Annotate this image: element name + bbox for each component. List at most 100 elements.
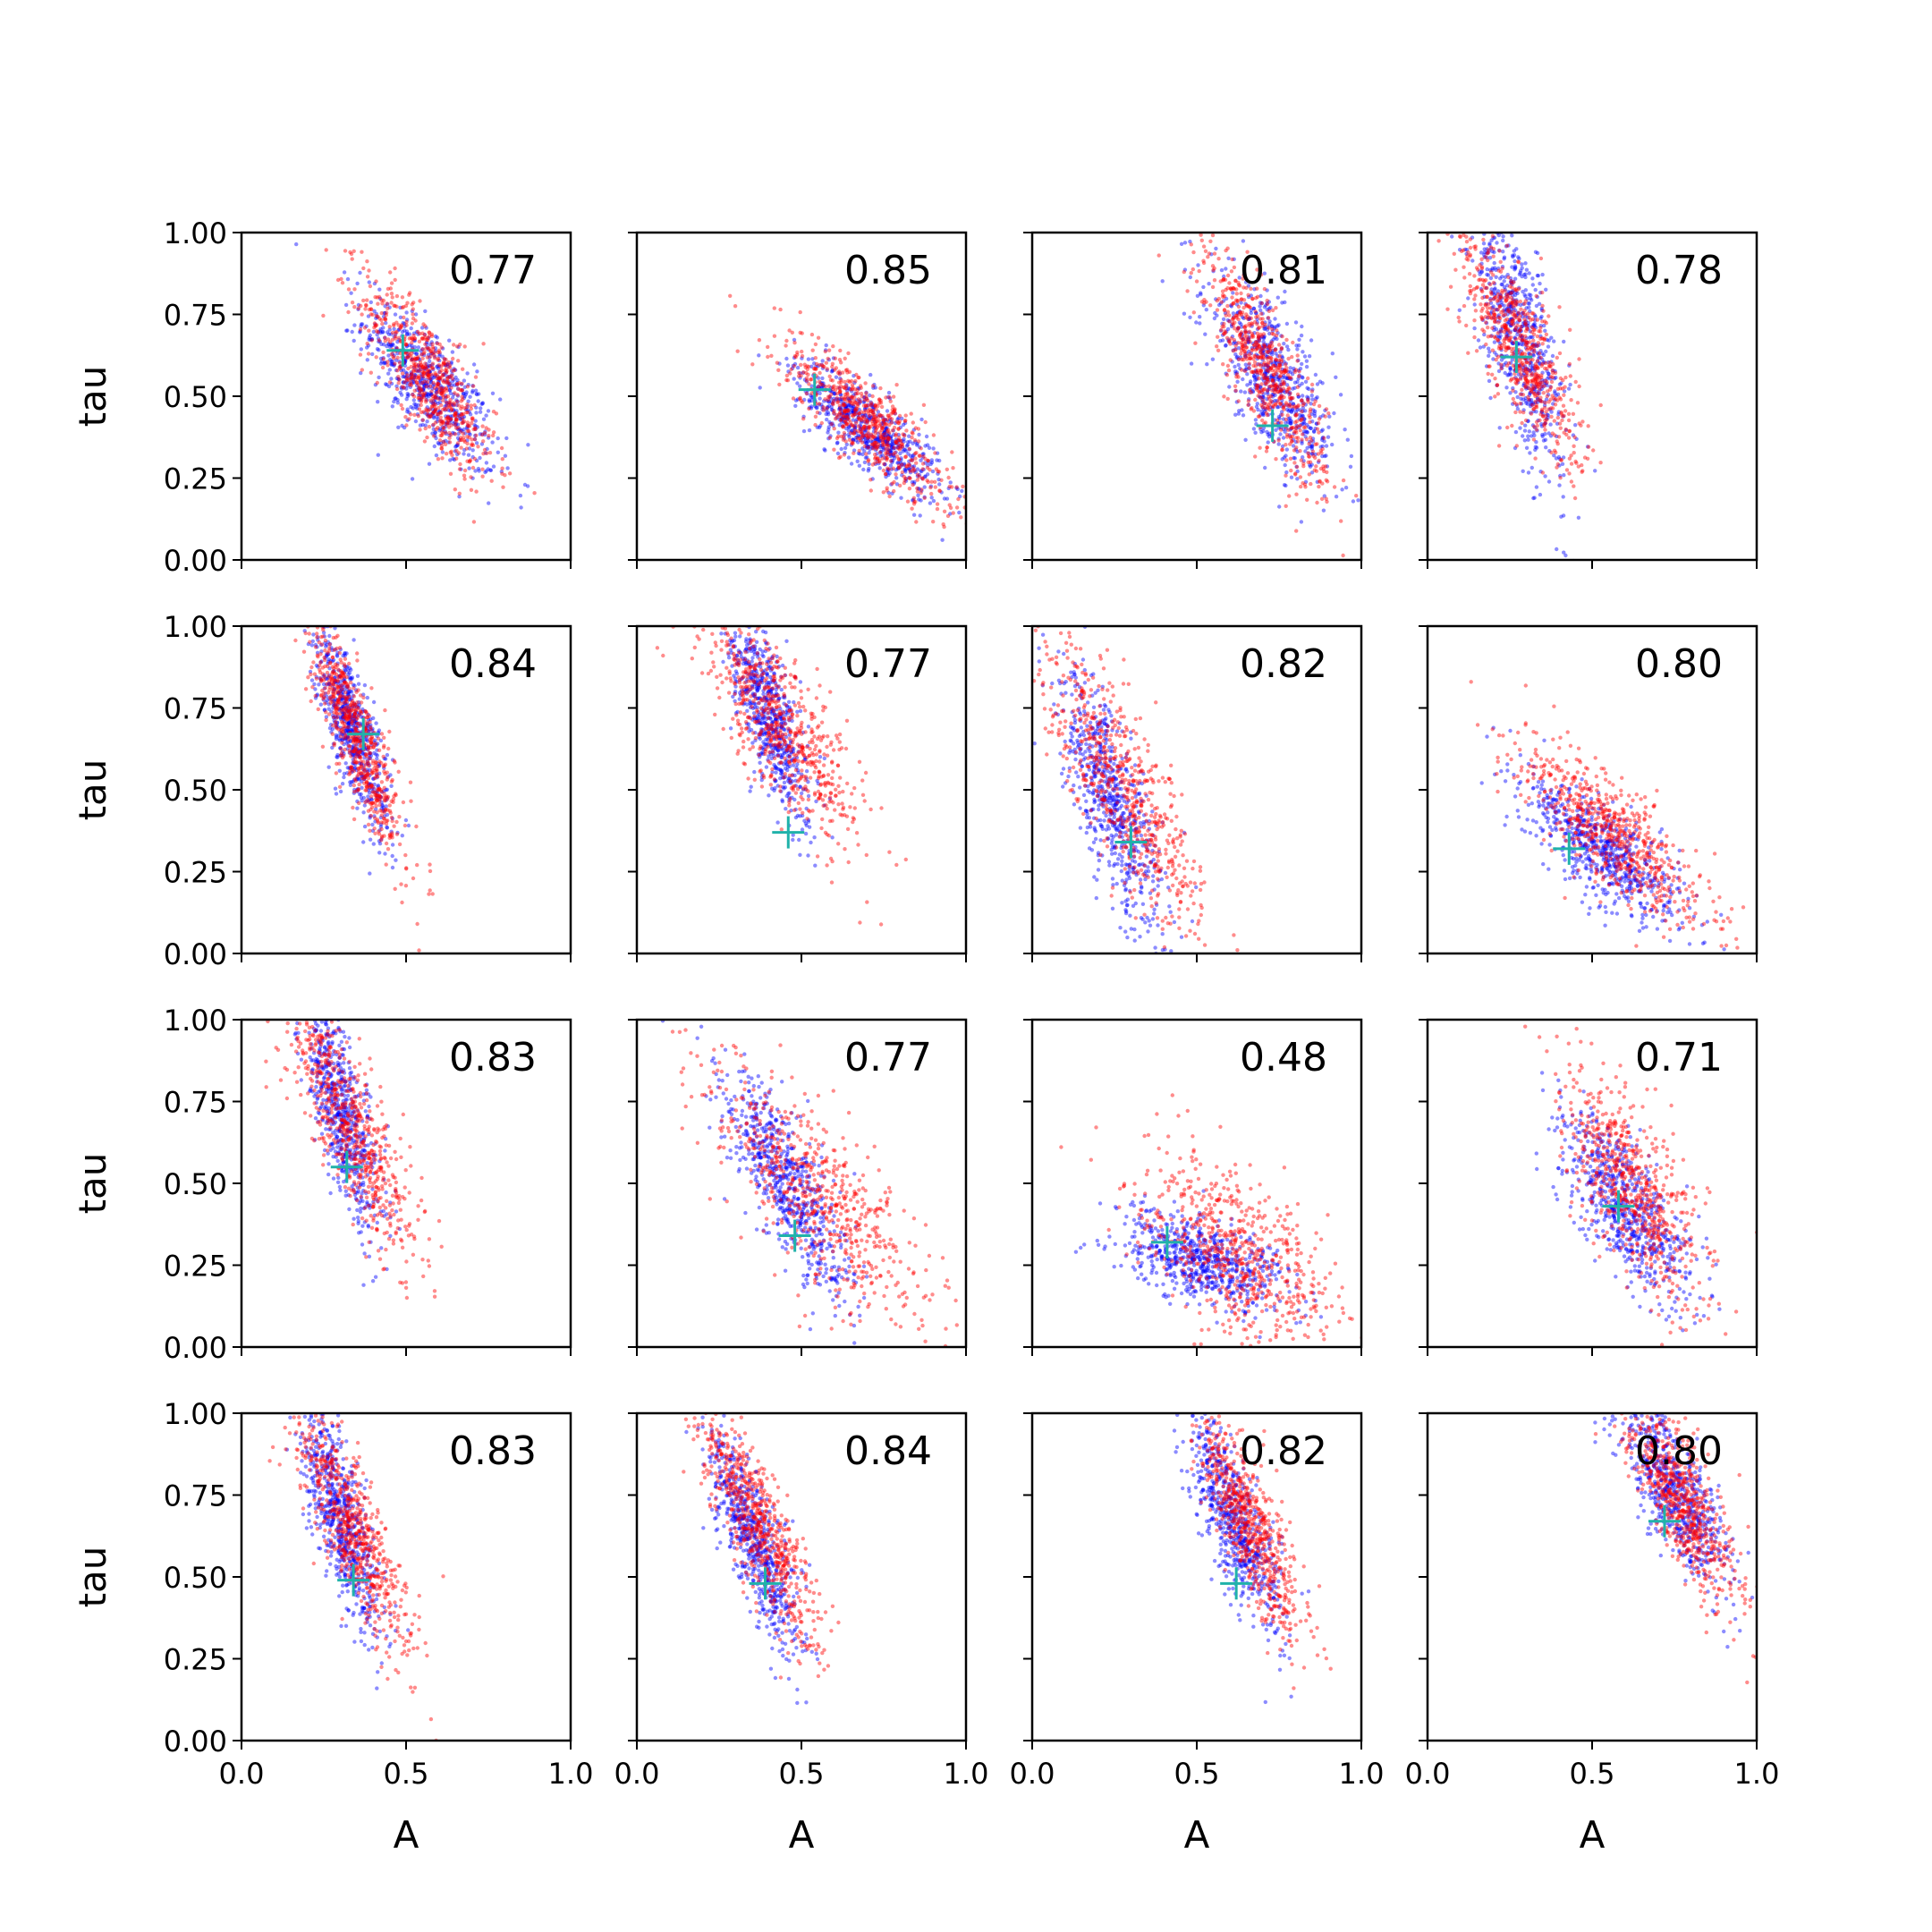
blue-point — [355, 281, 360, 286]
red-point — [945, 467, 950, 471]
blue-point — [1532, 496, 1537, 500]
red-point — [422, 370, 427, 375]
red-point — [1261, 398, 1266, 402]
red-point — [1270, 326, 1275, 332]
blue-point — [890, 445, 894, 449]
blue-point — [1534, 485, 1539, 489]
red-point — [1498, 296, 1503, 301]
blue-point — [891, 428, 895, 433]
blue-point — [435, 365, 439, 369]
red-point — [380, 321, 385, 326]
red-point — [1293, 368, 1299, 372]
red-point — [367, 307, 372, 312]
blue-point — [866, 425, 870, 430]
red-point — [1241, 337, 1245, 343]
red-point — [1241, 349, 1247, 353]
blue-point — [1530, 401, 1536, 405]
red-point — [854, 372, 859, 377]
red-point — [1292, 461, 1297, 465]
blue-point — [1258, 301, 1263, 305]
blue-point — [1262, 326, 1267, 331]
blue-point — [841, 413, 845, 418]
red-point — [425, 369, 429, 374]
red-point — [1269, 366, 1274, 370]
blue-point — [884, 427, 888, 431]
red-point — [1262, 401, 1267, 405]
blue-point — [414, 387, 419, 393]
red-point — [419, 380, 425, 386]
blue-point — [1542, 378, 1547, 383]
red-point — [1241, 343, 1245, 349]
red-point — [1278, 362, 1283, 368]
red-point — [1540, 470, 1546, 475]
blue-point — [436, 417, 440, 421]
blue-point — [902, 432, 907, 437]
blue-point — [419, 374, 424, 378]
red-point — [1486, 250, 1491, 255]
red-point — [461, 431, 465, 436]
red-point — [1267, 344, 1272, 350]
red-point — [1467, 272, 1472, 276]
red-point — [1543, 319, 1547, 324]
blue-point — [422, 383, 427, 388]
y-tick-label: 0.75 — [164, 299, 227, 333]
blue-point — [1470, 235, 1475, 240]
blue-point — [1525, 367, 1530, 371]
red-point — [877, 430, 882, 435]
red-point — [1525, 379, 1530, 384]
red-point — [425, 412, 430, 417]
red-point — [845, 392, 850, 397]
red-point — [374, 279, 378, 284]
red-point — [1282, 407, 1286, 411]
red-point — [860, 415, 864, 419]
red-point — [1284, 435, 1290, 439]
blue-point — [1292, 366, 1296, 371]
red-point — [1226, 368, 1232, 373]
red-point — [1267, 309, 1272, 313]
blue-point — [1495, 308, 1500, 312]
blue-point — [445, 402, 449, 406]
red-point — [827, 374, 832, 378]
blue-point — [1509, 303, 1513, 308]
blue-point — [1292, 455, 1296, 461]
blue-point — [457, 495, 462, 499]
blue-point — [1274, 363, 1278, 369]
red-point — [420, 369, 425, 375]
blue-point — [385, 383, 389, 387]
blue-point — [1308, 444, 1312, 449]
red-point — [1488, 245, 1494, 250]
blue-point — [1314, 396, 1318, 401]
red-point — [1232, 265, 1237, 270]
blue-point — [843, 405, 848, 410]
red-point — [1514, 315, 1520, 320]
blue-point — [1538, 324, 1543, 328]
blue-point — [829, 400, 834, 404]
red-point — [420, 365, 426, 370]
blue-point — [1250, 341, 1256, 346]
blue-point — [1269, 325, 1275, 329]
blue-point — [820, 384, 826, 388]
red-point — [1246, 399, 1251, 403]
blue-point — [1273, 359, 1277, 364]
blue-point — [1288, 399, 1293, 403]
blue-point — [898, 461, 903, 465]
red-point — [1251, 363, 1256, 369]
red-point — [1550, 361, 1555, 367]
red-point — [1236, 357, 1241, 361]
blue-point — [376, 400, 380, 404]
blue-point — [839, 393, 843, 397]
blue-point — [442, 378, 447, 383]
blue-point — [424, 326, 428, 330]
blue-point — [1231, 348, 1235, 352]
red-point — [877, 423, 882, 428]
blue-point — [478, 455, 482, 461]
red-point — [415, 380, 419, 385]
blue-point — [864, 445, 869, 450]
red-point — [911, 499, 917, 504]
red-point — [897, 443, 902, 448]
blue-point — [491, 464, 496, 469]
blue-point — [890, 445, 894, 449]
red-point — [884, 421, 889, 427]
blue-point — [843, 415, 848, 419]
blue-point — [851, 411, 856, 415]
